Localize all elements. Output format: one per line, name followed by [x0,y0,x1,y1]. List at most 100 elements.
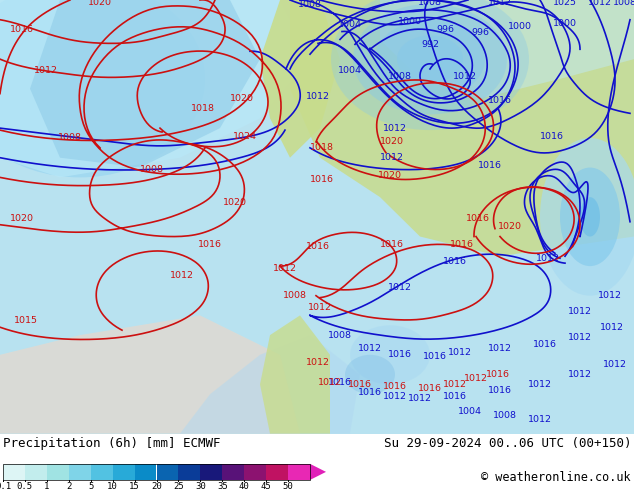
Text: 996: 996 [471,28,489,37]
Text: 1016: 1016 [418,384,442,393]
Text: 1008: 1008 [58,133,82,143]
Text: 996: 996 [436,25,454,34]
Text: 1020: 1020 [10,214,34,223]
Text: 1012: 1012 [308,303,332,312]
Text: 1020: 1020 [88,0,112,7]
Text: 1024: 1024 [233,131,257,141]
Text: 992: 992 [421,40,439,49]
Text: 1020: 1020 [230,94,254,103]
Text: 1016: 1016 [423,352,447,361]
Text: 1012: 1012 [273,264,297,272]
Text: 1012: 1012 [600,323,624,332]
Text: 2: 2 [66,483,72,490]
Polygon shape [310,464,326,480]
Text: 1012: 1012 [568,333,592,342]
Bar [178,464,200,480]
Polygon shape [30,0,260,168]
Text: 1012: 1012 [358,344,382,353]
Text: 1012: 1012 [536,254,560,263]
Text: 1012: 1012 [464,374,488,383]
Text: 1016: 1016 [540,131,564,141]
Text: 1012: 1012 [383,123,407,133]
Polygon shape [260,0,340,158]
Text: 30: 30 [195,483,205,490]
Text: 1012: 1012 [528,380,552,389]
Text: Precipitation (6h) [mm] ECMWF: Precipitation (6h) [mm] ECMWF [3,437,221,450]
Text: 1016: 1016 [443,392,467,401]
Text: 1016: 1016 [466,214,490,223]
Text: 1016: 1016 [358,388,382,397]
Text: 5: 5 [88,483,93,490]
Bar [223,464,244,480]
Polygon shape [260,316,330,434]
Text: 15: 15 [129,483,140,490]
Text: 1008: 1008 [613,0,634,7]
Polygon shape [380,0,634,98]
Text: 1016: 1016 [328,378,352,387]
Text: 1016: 1016 [198,240,222,249]
Text: 1012: 1012 [34,67,58,75]
Bar [47,464,68,480]
Text: 1012: 1012 [170,271,194,280]
Text: 1020: 1020 [380,137,404,147]
Text: 1008: 1008 [298,0,322,9]
Text: 1012: 1012 [448,348,472,357]
Text: 1004: 1004 [338,20,362,29]
Text: 0.1: 0.1 [0,483,11,490]
Text: 1025: 1025 [553,0,577,7]
Ellipse shape [331,0,529,130]
Text: 1012: 1012 [443,380,467,389]
Polygon shape [0,316,300,434]
Text: 1008: 1008 [140,165,164,174]
Text: 50: 50 [283,483,294,490]
Text: 1016: 1016 [388,350,412,359]
Text: 10: 10 [107,483,118,490]
Text: 1000: 1000 [508,22,532,31]
Text: 1: 1 [44,483,49,490]
Ellipse shape [560,168,620,266]
Text: 1020: 1020 [378,171,402,180]
Text: 1012: 1012 [453,73,477,81]
Text: 1016: 1016 [486,370,510,379]
Text: 1018: 1018 [310,144,334,152]
Text: 1012: 1012 [528,416,552,424]
Text: 1012: 1012 [408,393,432,403]
Text: 1012: 1012 [588,0,612,7]
Ellipse shape [540,138,634,295]
Text: 25: 25 [173,483,184,490]
Text: 1008: 1008 [283,291,307,300]
Text: 1016: 1016 [450,240,474,249]
Text: Su 29-09-2024 00..06 UTC (00+150): Su 29-09-2024 00..06 UTC (00+150) [384,437,631,450]
Bar [113,464,134,480]
Bar [288,464,310,480]
Bar [157,464,178,480]
Text: 1016: 1016 [383,382,407,391]
Text: 1016: 1016 [443,257,467,266]
Polygon shape [290,0,634,256]
Bar [3,464,25,480]
Text: 1004: 1004 [338,67,362,75]
Text: 0.5: 0.5 [17,483,33,490]
Text: 1016: 1016 [380,240,404,249]
Ellipse shape [345,355,395,394]
Text: 1012: 1012 [306,358,330,367]
Text: 1020: 1020 [223,197,247,207]
Polygon shape [0,0,310,177]
Text: 1012: 1012 [306,92,330,101]
Bar [25,464,47,480]
Bar [68,464,91,480]
Text: 1012: 1012 [488,0,512,7]
Ellipse shape [580,197,600,237]
Text: 1000: 1000 [398,17,422,26]
Text: 1012: 1012 [568,370,592,379]
Text: 1012: 1012 [383,392,407,401]
Text: 1016: 1016 [348,380,372,389]
Text: 1015: 1015 [14,316,38,325]
Ellipse shape [350,325,430,384]
Bar [266,464,288,480]
Text: 1012: 1012 [488,344,512,353]
Text: 1004: 1004 [458,408,482,416]
Bar [244,464,266,480]
Bar [200,464,223,480]
Text: 1000: 1000 [553,19,577,28]
